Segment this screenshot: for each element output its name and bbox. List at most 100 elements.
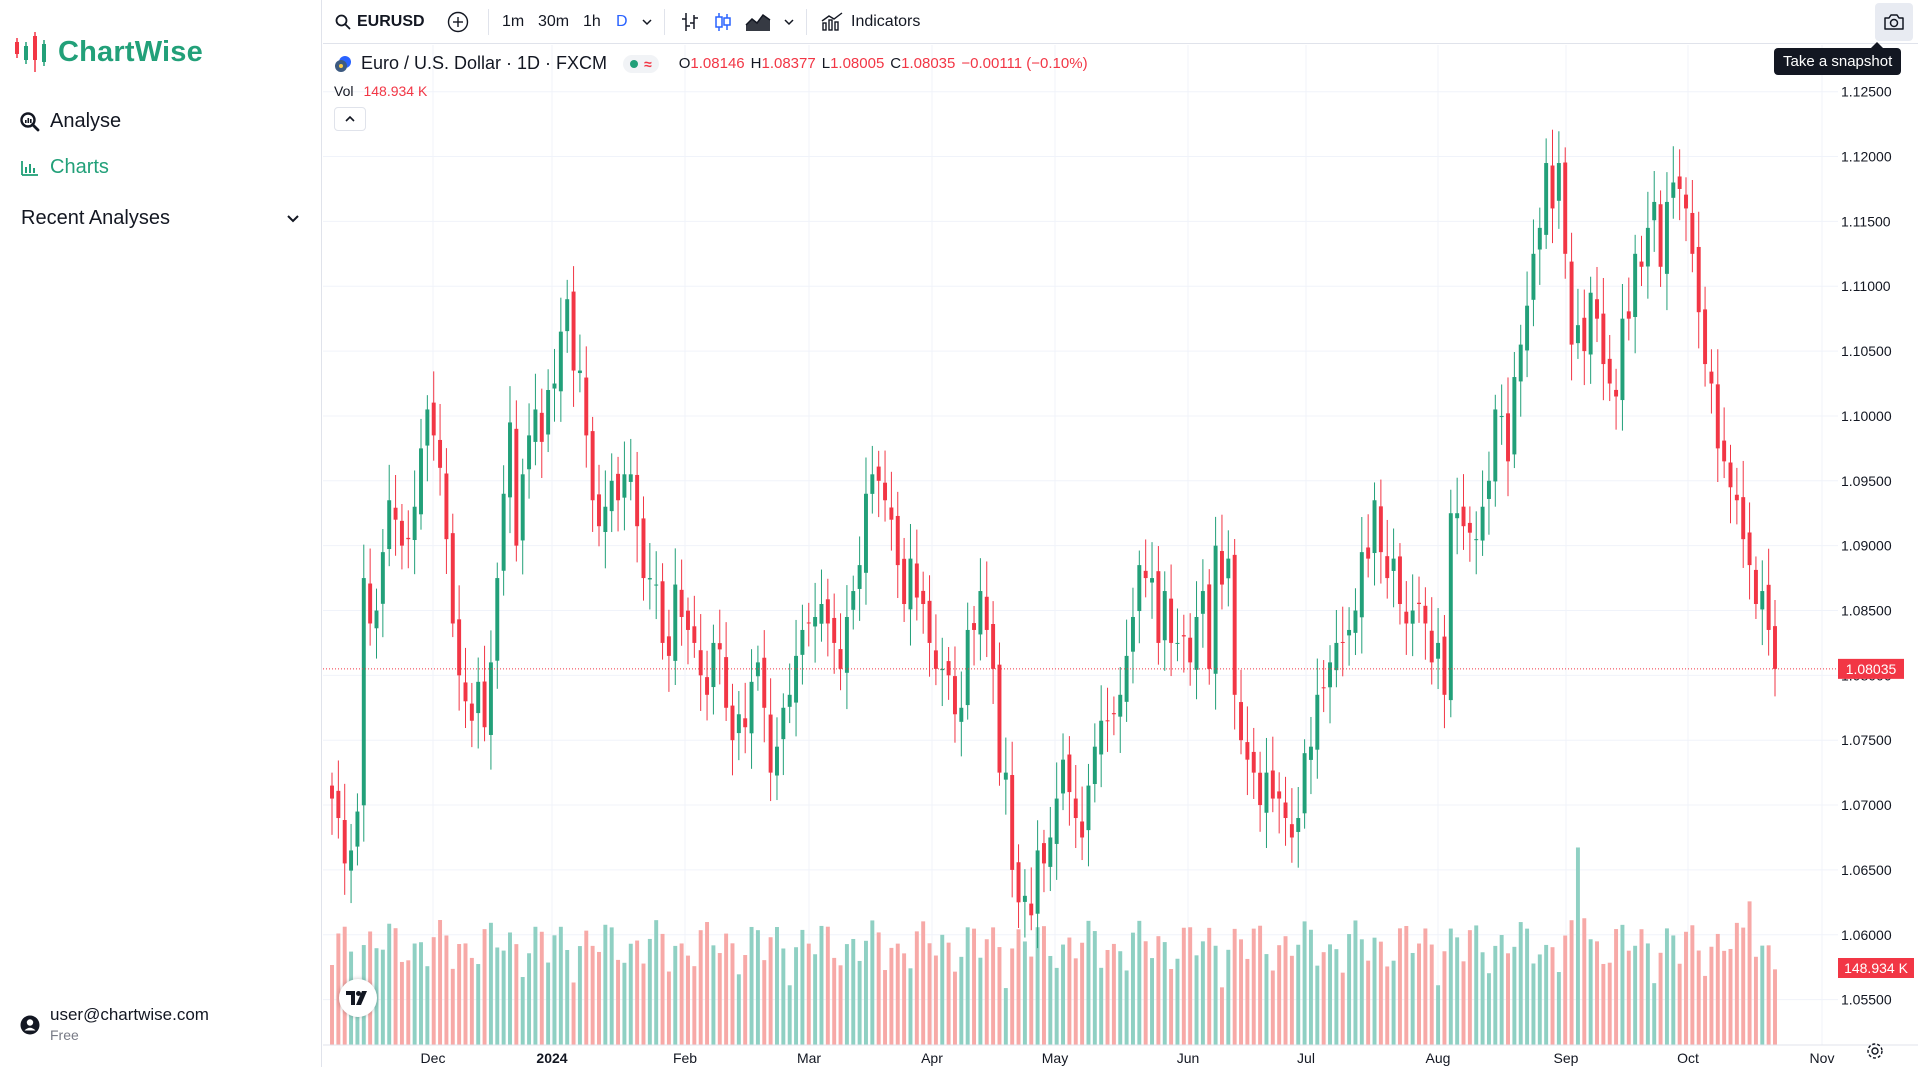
volume-bar: [438, 920, 443, 1045]
volume-bar: [1753, 956, 1758, 1045]
volume-bar: [1690, 925, 1695, 1045]
candle-body: [1480, 506, 1485, 541]
candlesticks: [330, 129, 1777, 949]
candle-body: [628, 474, 633, 482]
candle-body: [1169, 598, 1174, 643]
sidebar-item-analyse[interactable]: Analyse: [20, 110, 121, 133]
volume-bar: [1480, 952, 1485, 1045]
candle-body: [959, 707, 964, 722]
candles-chart-type-button[interactable]: [713, 0, 733, 44]
volume-bar: [495, 947, 500, 1045]
time-tick-label: May: [1042, 1050, 1068, 1066]
candle-body: [431, 402, 436, 436]
volume-bar: [813, 954, 818, 1045]
chart-settings-button[interactable]: [1866, 1042, 1884, 1065]
volume-bar: [1397, 928, 1402, 1045]
tradingview-logo[interactable]: [339, 979, 377, 1017]
candle-body: [762, 657, 767, 708]
volume-bar: [1080, 942, 1085, 1045]
candle-body: [1448, 513, 1453, 701]
candle-body: [1575, 325, 1580, 344]
symbol-search-button[interactable]: EURUSD: [335, 0, 425, 44]
user-email: user@chartwise.com: [50, 1005, 209, 1024]
volume-bar: [641, 963, 646, 1045]
interval-dropdown[interactable]: [641, 0, 653, 44]
candle-body: [654, 584, 659, 586]
user-account[interactable]: user@chartwise.com Free: [20, 1005, 209, 1043]
market-status-badge[interactable]: ≈: [623, 54, 659, 73]
volume-bar: [997, 947, 1002, 1045]
candle-body: [1773, 626, 1777, 669]
price-tick-label: 1.06000: [1841, 927, 1892, 943]
bar-chart-icon: [20, 158, 40, 178]
volume-bar: [1086, 920, 1091, 1045]
sidebar: ChartWise Analyse Charts Recent Analyses…: [0, 0, 322, 1067]
indicators-button[interactable]: Indicators: [821, 0, 920, 44]
candle-body: [1550, 165, 1555, 209]
candle-body: [1359, 552, 1364, 618]
volume-bar: [1563, 935, 1568, 1045]
price-chart[interactable]: 1.12500 1.12000 1.11500 1.11000 1.10500 1.100…: [323, 45, 1918, 1067]
candle-body: [870, 474, 875, 494]
volume-bar: [616, 959, 621, 1045]
candle-body: [673, 584, 678, 661]
volume-bar: [1073, 958, 1078, 1045]
volume-bar: [546, 962, 551, 1045]
user-avatar-icon: [20, 1015, 40, 1035]
volume-bar: [1773, 969, 1777, 1045]
last-volume-tag: [1838, 958, 1914, 978]
candle-body: [501, 493, 506, 571]
volume-bar: [1569, 920, 1574, 1045]
interval-1m[interactable]: 1m: [502, 12, 525, 30]
recent-analyses-toggle[interactable]: Recent Analyses: [21, 207, 301, 230]
symbol-title[interactable]: Euro / U.S. Dollar · 1D · FXCM: [361, 53, 608, 73]
candle-body: [1499, 415, 1504, 418]
interval-1h[interactable]: 1h: [583, 12, 601, 30]
collapse-legend-button[interactable]: [334, 107, 366, 131]
volume-bar: [1684, 931, 1688, 1045]
candle-body: [806, 622, 811, 624]
candle-body: [1664, 201, 1669, 274]
volume-bar: [1061, 944, 1066, 1045]
sidebar-item-charts[interactable]: Charts: [20, 156, 109, 179]
volume-bar: [870, 920, 875, 1045]
candle-body: [393, 507, 398, 520]
open-label: O: [678, 55, 691, 72]
toolbar-divider: [488, 9, 489, 35]
interval-d[interactable]: D: [616, 12, 628, 30]
volume-bar: [1232, 928, 1237, 1045]
candle-body: [1372, 500, 1377, 554]
volume-bar: [1518, 922, 1523, 1045]
candle-body: [1684, 194, 1688, 209]
candle-body: [883, 482, 888, 501]
bars-chart-type-button[interactable]: [680, 0, 700, 44]
chevron-down-icon: [287, 214, 299, 222]
area-chart-type-button[interactable]: [745, 0, 771, 44]
interval-30m[interactable]: 30m: [538, 12, 570, 30]
volume-bar: [1194, 955, 1199, 1045]
volume-bar: [1347, 934, 1352, 1045]
volume-bar: [1709, 946, 1714, 1045]
volume-bar: [876, 932, 881, 1045]
tv-logo-icon: [346, 991, 367, 1005]
brand-logo[interactable]: ChartWise: [12, 32, 203, 72]
candle-body: [800, 629, 805, 655]
volume-bar: [1423, 928, 1428, 1045]
volume-bar: [717, 953, 722, 1045]
candle-body: [1035, 850, 1040, 914]
compare-symbol-button[interactable]: [447, 0, 469, 44]
candle-body: [463, 682, 468, 702]
chart-type-dropdown[interactable]: [783, 0, 795, 44]
volume-bar: [539, 931, 544, 1045]
volume-bar: [1614, 929, 1619, 1045]
volume-bar: [698, 930, 703, 1045]
snapshot-button[interactable]: [1875, 3, 1913, 41]
candles-icon: [715, 12, 731, 31]
volume-bar: [1334, 949, 1339, 1045]
volume-bar: [336, 933, 341, 1045]
candle-body: [527, 435, 532, 470]
candle-body: [635, 474, 640, 527]
volume-bar: [1448, 928, 1453, 1045]
candle-body: [991, 624, 996, 669]
volume-bar: [1715, 933, 1720, 1045]
